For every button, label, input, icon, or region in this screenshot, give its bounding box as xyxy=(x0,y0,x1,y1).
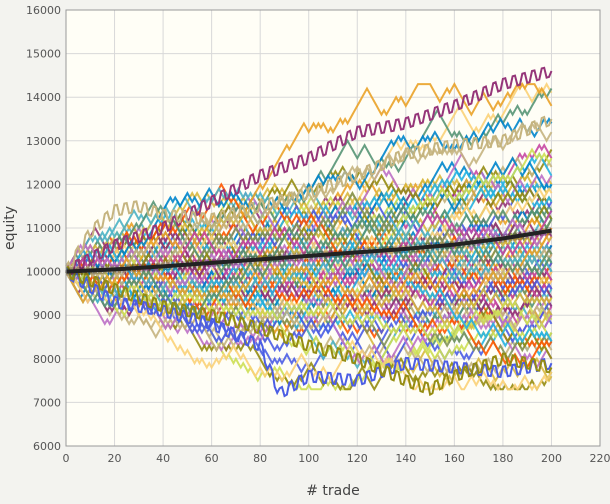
y-axis-label: equity xyxy=(2,206,18,250)
y-tick-label: 13000 xyxy=(26,135,61,148)
x-axis-label: # trade xyxy=(306,483,360,499)
x-tick-label: 20 xyxy=(108,452,122,465)
y-tick-label: 12000 xyxy=(26,178,61,191)
y-tick-label: 14000 xyxy=(26,91,61,104)
y-tick-label: 16000 xyxy=(26,4,61,17)
y-tick-label: 15000 xyxy=(26,48,61,61)
x-tick-label: 200 xyxy=(541,452,562,465)
y-tick-label: 6000 xyxy=(33,440,61,453)
y-tick-label: 8000 xyxy=(33,353,61,366)
x-tick-label: 40 xyxy=(156,452,170,465)
x-tick-label: 60 xyxy=(205,452,219,465)
x-tick-label: 180 xyxy=(492,452,513,465)
y-tick-label: 10000 xyxy=(26,266,61,279)
x-tick-label: 220 xyxy=(590,452,610,465)
y-tick-label: 7000 xyxy=(33,396,61,409)
y-tick-label: 11000 xyxy=(26,222,61,235)
x-tick-label: 140 xyxy=(395,452,416,465)
x-tick-label: 120 xyxy=(347,452,368,465)
y-tick-label: 9000 xyxy=(33,309,61,322)
x-tick-label: 100 xyxy=(298,452,319,465)
x-tick-label: 0 xyxy=(63,452,70,465)
x-tick-label: 80 xyxy=(253,452,267,465)
x-tick-label: 160 xyxy=(444,452,465,465)
